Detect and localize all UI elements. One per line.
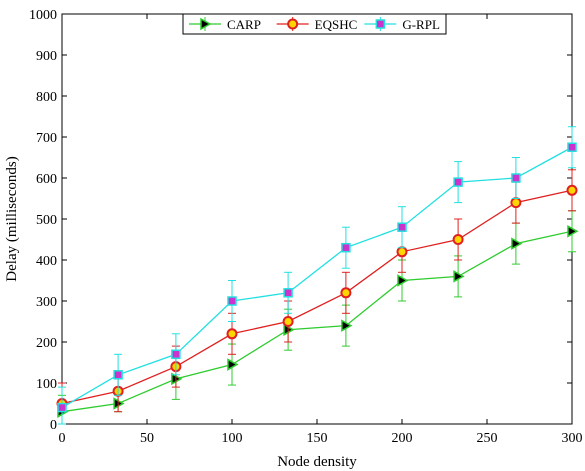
carp-point xyxy=(453,270,465,283)
series-g-rpl xyxy=(57,126,577,425)
x-tick-label: 250 xyxy=(477,431,498,446)
g-rpl-point xyxy=(113,370,123,380)
y-tick-label: 200 xyxy=(36,336,57,351)
legend: CARP EQSHC G-RPL xyxy=(182,13,447,35)
legend-label-g-rpl: G-RPL xyxy=(402,17,440,32)
g-rpl-point xyxy=(227,296,237,306)
y-tick-label: 400 xyxy=(36,254,57,269)
carp-point xyxy=(567,225,579,238)
y-tick-label: 800 xyxy=(36,90,57,105)
eqshc-point xyxy=(340,287,352,299)
x-tick-label: 0 xyxy=(59,431,66,446)
carp-point xyxy=(227,358,239,371)
g-rpl-point xyxy=(397,222,407,232)
g-rpl-point xyxy=(511,173,521,183)
carp-point xyxy=(511,237,523,250)
g-rpl-point xyxy=(171,349,181,360)
x-tick-label: 100 xyxy=(222,431,243,446)
g-rpl-point xyxy=(341,242,351,253)
y-tick-label: 900 xyxy=(36,49,57,64)
eqshc-point xyxy=(226,328,238,340)
legend-label-carp: CARP xyxy=(227,17,261,32)
y-tick-label: 1000 xyxy=(29,8,57,23)
eqshc-point xyxy=(396,246,408,258)
g-rpl-point xyxy=(453,177,463,187)
carp-line xyxy=(61,230,573,413)
y-axis-title: Delay (milliseconds) xyxy=(4,156,20,281)
axis-ticks: 0 50 100 150 200 250 300 0 100 200 300 400 500 600 700… xyxy=(29,8,583,446)
g-rpl-point xyxy=(57,402,67,413)
x-tick-label: 50 xyxy=(140,431,154,446)
y-tick-label: 100 xyxy=(36,377,57,392)
y-tick-label: 700 xyxy=(36,131,57,146)
g-rpl-point xyxy=(567,142,577,152)
legend-marker-eqshc xyxy=(287,18,299,30)
carp-point xyxy=(341,319,353,332)
x-tick-label: 150 xyxy=(307,431,328,446)
y-tick-label: 600 xyxy=(36,172,57,187)
legend-marker-carp xyxy=(200,17,212,31)
series-layer xyxy=(56,126,579,425)
y-tick-label: 300 xyxy=(36,295,57,310)
y-tick-label: 500 xyxy=(36,213,57,228)
eqshc-line xyxy=(61,189,573,405)
legend-marker-g-rpl xyxy=(375,19,386,29)
x-tick-label: 300 xyxy=(562,431,583,446)
g-rpl-point xyxy=(283,288,293,298)
x-tick-label: 200 xyxy=(392,431,413,446)
eqshc-point xyxy=(566,184,578,196)
g-rpl-line xyxy=(61,146,573,409)
eqshc-point xyxy=(510,197,522,209)
y-tick-label: 0 xyxy=(50,418,57,433)
legend-label-eqshc: EQSHC xyxy=(315,17,358,32)
carp-point xyxy=(397,274,409,287)
x-axis-title: Node density xyxy=(277,454,357,470)
eqshc-point xyxy=(452,234,464,245)
plot-area xyxy=(61,13,573,425)
eqshc-point xyxy=(282,316,294,327)
